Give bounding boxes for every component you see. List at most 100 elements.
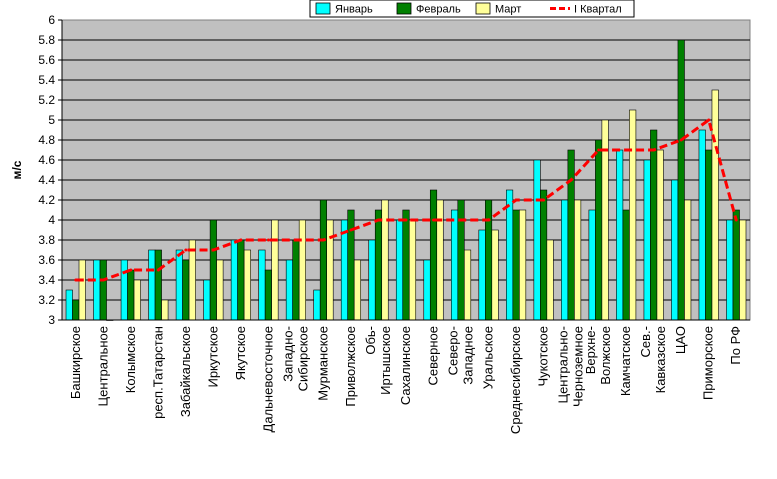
y-tick-label: 4.4 (38, 173, 55, 187)
bar-3 (519, 209, 527, 321)
y-tick-label: 5.4 (38, 73, 55, 87)
bar-2 (595, 139, 603, 321)
bar-2 (650, 129, 658, 321)
category-label: Северное (426, 326, 441, 385)
bar-1 (533, 159, 541, 321)
bar-1 (65, 289, 73, 321)
y-tick-label: 5.6 (38, 53, 55, 67)
quarter-point (487, 218, 491, 222)
legend-swatch (396, 2, 412, 15)
quarter-point (294, 238, 298, 242)
quarter-point (514, 198, 518, 202)
y-tick-label: 6 (48, 13, 55, 27)
bar-1 (698, 129, 706, 321)
bar-2 (677, 39, 685, 321)
bar-1 (93, 259, 101, 321)
quarter-point (321, 238, 325, 242)
bar-1 (395, 219, 404, 321)
category-label: Среднесибирское (508, 326, 523, 434)
bar-3 (463, 249, 472, 321)
category-label: Северо- (446, 326, 461, 375)
bar-3 (243, 249, 251, 321)
bar-1 (175, 249, 183, 321)
bar-2 (512, 209, 520, 321)
bar-1 (285, 259, 293, 321)
y-tick-label: 3.8 (38, 233, 55, 247)
bar-3 (491, 229, 499, 321)
bar-2 (540, 189, 548, 321)
bar-2 (99, 259, 107, 321)
bar-3 (326, 219, 334, 321)
legend-swatch (475, 2, 491, 15)
bar-1 (203, 279, 211, 321)
quarter-point (734, 218, 738, 222)
quarter-point (652, 148, 656, 152)
category-label: Верхне- (583, 326, 598, 374)
quarter-point (707, 118, 711, 122)
category-label: респ.Татарстан (150, 326, 165, 419)
bar-1 (671, 179, 679, 321)
bar-2 (72, 299, 80, 321)
category-label: Центрально- (556, 326, 571, 404)
bar-2 (402, 209, 410, 321)
category-label: Уральское (481, 326, 496, 389)
category-label: Колымское (123, 326, 138, 393)
legend-label: I Квартал (574, 4, 622, 16)
bar-2 (182, 259, 190, 321)
category-label: Волжское (598, 326, 613, 385)
bar-3 (629, 109, 637, 321)
bar-2 (457, 199, 465, 321)
bar-3 (271, 219, 279, 321)
category-label: Обь- (363, 326, 378, 355)
category-label: Кавказское (653, 326, 668, 393)
bar-1 (368, 239, 376, 321)
quarter-point (129, 268, 133, 272)
bar-2 (264, 269, 272, 321)
quarter-point (432, 218, 436, 222)
bar-3 (574, 199, 582, 321)
bar-3 (133, 279, 141, 321)
bar-3 (408, 219, 417, 321)
bar-1 (643, 159, 651, 321)
bar-1 (120, 259, 128, 321)
bar-1 (726, 219, 734, 321)
legend-swatch (315, 2, 331, 15)
legend-label: Март (495, 4, 521, 16)
category-label: По РФ (728, 326, 743, 365)
legend-box (309, 0, 635, 18)
legend: Январь Февраль Март I Квартал (309, 0, 635, 18)
quarter-point (624, 148, 628, 152)
bar-3 (161, 299, 169, 321)
quarter-point (74, 278, 78, 282)
bar-3 (546, 239, 554, 321)
bar-2 (485, 199, 493, 321)
bar-2 (705, 149, 713, 321)
quarter-point (542, 198, 546, 202)
bar-3 (216, 259, 224, 321)
bar-1 (423, 259, 431, 321)
category-label: Центральное (95, 326, 110, 406)
quarter-point (597, 148, 601, 152)
quarter-point (211, 248, 215, 252)
category-label: Приволжское (343, 326, 358, 407)
y-tick-label: 4.8 (38, 133, 55, 147)
category-label: ЦАО (673, 326, 688, 354)
bar-2 (292, 239, 300, 321)
bar-1 (230, 239, 238, 321)
bar-1 (450, 209, 459, 321)
quarter-point (404, 218, 408, 222)
bar-1 (478, 229, 486, 321)
y-tick-label: 5 (48, 113, 55, 127)
category-label: Сахалинское (398, 326, 413, 405)
bar-2 (429, 189, 438, 321)
bar-2 (209, 219, 217, 321)
category-label: Сев.- (638, 326, 653, 357)
bar-3 (188, 239, 196, 321)
bar-3 (684, 199, 692, 321)
bar-3 (298, 219, 306, 321)
bar-2 (732, 209, 740, 321)
category-label: Якутское (233, 326, 248, 380)
category-label: Дальневосточное (260, 326, 275, 432)
bar-2 (319, 199, 327, 321)
